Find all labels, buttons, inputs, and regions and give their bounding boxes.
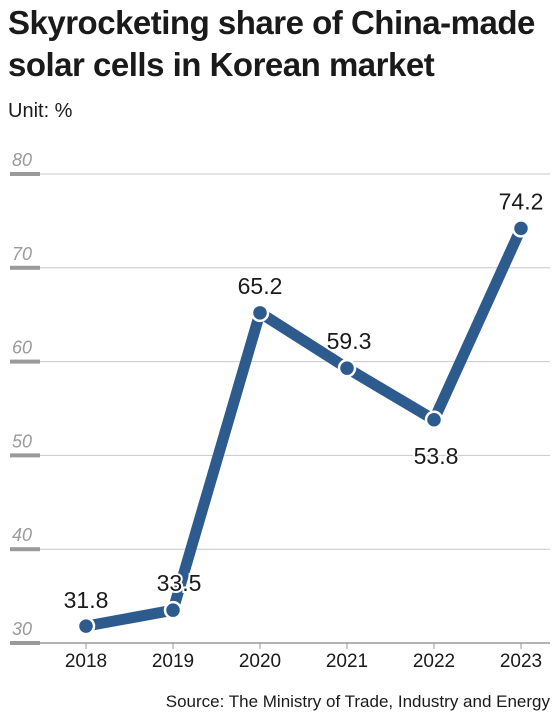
x-tick-label: 2019 bbox=[152, 651, 194, 672]
y-tick-marker bbox=[10, 265, 40, 270]
data-label: 59.3 bbox=[327, 328, 372, 354]
y-tick-label: 30 bbox=[12, 619, 32, 639]
y-tick-label: 40 bbox=[12, 525, 32, 545]
data-point bbox=[511, 219, 531, 238]
y-tick-marker bbox=[10, 172, 40, 176]
unit-label: Unit: % bbox=[8, 100, 73, 122]
data-label: 74.2 bbox=[499, 188, 544, 214]
series-line bbox=[80, 222, 527, 632]
y-tick-marker bbox=[10, 641, 40, 645]
y-tick-label: 60 bbox=[12, 338, 32, 358]
data-point bbox=[163, 600, 183, 620]
data-point bbox=[337, 358, 357, 378]
x-tick-label: 2021 bbox=[326, 651, 368, 672]
x-tick-label: 2023 bbox=[500, 651, 542, 672]
y-tick-marker bbox=[10, 359, 40, 364]
data-point bbox=[76, 616, 96, 636]
series-layer bbox=[76, 219, 531, 636]
data-label: 65.2 bbox=[238, 273, 283, 299]
y-tick-label: 70 bbox=[12, 244, 32, 264]
y-tick-label: 50 bbox=[12, 431, 32, 451]
y-tick-marker bbox=[10, 453, 40, 458]
y-axis-ticks: 30 40 50 60 70 80 bbox=[12, 150, 32, 639]
x-tick-label: 2018 bbox=[65, 651, 107, 672]
y-tick-label: 80 bbox=[12, 150, 32, 170]
x-tick-label: 2022 bbox=[413, 651, 455, 672]
y-tick-marker bbox=[10, 547, 40, 552]
x-tick-label: 2020 bbox=[239, 651, 281, 672]
grid-lines bbox=[10, 172, 550, 645]
data-point bbox=[250, 303, 270, 323]
source-note: Source: The Ministry of Trade, Industry … bbox=[165, 692, 550, 711]
data-point bbox=[424, 410, 444, 430]
data-labels: 31.8 33.5 65.2 59.3 53.8 74.2 bbox=[62, 186, 546, 615]
data-label: 33.5 bbox=[157, 570, 202, 596]
data-label: 53.8 bbox=[414, 443, 459, 469]
x-axis-ticks: 2018 2019 2020 2021 2022 2023 bbox=[65, 643, 542, 672]
data-label: 31.8 bbox=[64, 587, 109, 613]
chart-title: Skyrocketing share of China-made solar c… bbox=[8, 4, 535, 83]
